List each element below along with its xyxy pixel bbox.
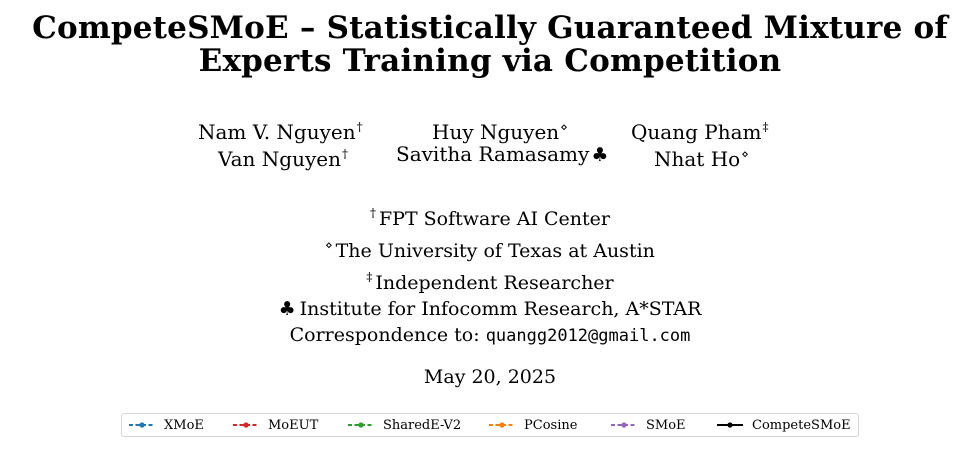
affiliation-text: Institute for Infocomm Research, A*STAR bbox=[299, 298, 702, 320]
author-mark: † bbox=[341, 147, 348, 161]
legend-item-moeut: MoEUT bbox=[232, 414, 318, 436]
affiliation-mark: ⋄ bbox=[325, 238, 333, 252]
author-mark: ‡ bbox=[762, 120, 769, 134]
affiliation-block: † FPT Software AI Center ⋄ The University … bbox=[0, 200, 980, 349]
legend-item-xmoe: XMoE bbox=[128, 414, 204, 436]
affiliation-mark: ‡ bbox=[366, 270, 373, 284]
author-row-2: Van Nguyen† Savitha Ramasamy ♣ Nhat Ho⋄ bbox=[0, 141, 980, 171]
affiliation-ut-austin: ⋄ The University of Texas at Austin bbox=[0, 232, 980, 264]
author-van-nguyen: Van Nguyen† bbox=[218, 141, 348, 173]
correspondence-email[interactable]: quangg2012@gmail.com bbox=[485, 326, 691, 346]
title-line-1: CompeteSMoE – Statistically Guaranteed M… bbox=[32, 10, 948, 46]
paper-date: May 20, 2025 bbox=[423, 366, 557, 388]
legend-item-smoe: SMoE bbox=[610, 414, 686, 436]
legend-line-icon bbox=[233, 422, 259, 428]
affiliation-independent: ‡ Independent Researcher bbox=[0, 264, 980, 296]
legend-line-icon bbox=[717, 422, 743, 428]
paper-title: CompeteSMoE – Statistically Guaranteed M… bbox=[0, 12, 980, 78]
legend-line-icon bbox=[348, 422, 374, 428]
author-nhat-ho: Nhat Ho⋄ bbox=[654, 141, 749, 173]
legend-label: XMoE bbox=[164, 417, 204, 433]
affiliation-i2r: ♣ Institute for Infocomm Research, A*STAR bbox=[0, 296, 980, 322]
author-mark: ⋄ bbox=[741, 147, 749, 161]
legend-label: PCosine bbox=[524, 417, 578, 433]
club-mark: ♣ bbox=[591, 144, 609, 166]
author-name: Savitha Ramasamy bbox=[396, 142, 590, 166]
affiliation-text: FPT Software AI Center bbox=[378, 208, 610, 230]
affiliation-fpt: † FPT Software AI Center bbox=[0, 200, 980, 232]
legend-label: SMoE bbox=[646, 417, 686, 433]
author-mark: † bbox=[356, 120, 363, 134]
author-name: Nam V. Nguyen bbox=[198, 120, 356, 144]
author-mark: ⋄ bbox=[560, 120, 568, 134]
legend-label: CompeteSMoE bbox=[752, 417, 851, 433]
legend-item-pcosine: PCosine bbox=[488, 414, 577, 436]
author-row-1: Nam V. Nguyen† Huy Nguyen⋄ Quang Pham‡ bbox=[0, 114, 980, 144]
legend-line-icon bbox=[489, 422, 515, 428]
legend-line-icon bbox=[611, 422, 637, 428]
author-block: Nam V. Nguyen† Huy Nguyen⋄ Quang Pham‡ V… bbox=[0, 114, 980, 171]
correspondence-line: Correspondence to: quangg2012@gmail.com bbox=[0, 322, 980, 349]
affiliation-mark: † bbox=[369, 206, 376, 220]
author-name: Quang Pham bbox=[631, 120, 762, 144]
author-quang-pham: Quang Pham‡ bbox=[631, 114, 768, 146]
legend-item-competesmoe: CompeteSMoE bbox=[716, 414, 851, 436]
correspondence-label: Correspondence to: bbox=[289, 324, 480, 346]
chart-legend: XMoE MoEUT SharedE-V2 PCosine SMoE Compe… bbox=[121, 413, 859, 437]
author-name: Nhat Ho bbox=[654, 147, 741, 171]
author-savitha-ramasamy: Savitha Ramasamy ♣ bbox=[396, 141, 612, 169]
author-nam-v-nguyen: Nam V. Nguyen† bbox=[198, 114, 363, 146]
legend-item-sharede-v2: SharedE-V2 bbox=[347, 414, 461, 436]
affiliation-text: The University of Texas at Austin bbox=[335, 240, 655, 262]
author-name: Van Nguyen bbox=[218, 147, 341, 171]
legend-line-icon bbox=[129, 422, 155, 428]
author-huy-nguyen: Huy Nguyen⋄ bbox=[432, 114, 568, 146]
legend-label: SharedE-V2 bbox=[383, 417, 462, 433]
legend-label: MoEUT bbox=[268, 417, 319, 433]
club-mark: ♣ bbox=[278, 298, 296, 320]
author-name: Huy Nguyen bbox=[432, 120, 560, 144]
title-line-2: Experts Training via Competition bbox=[198, 43, 782, 79]
affiliation-text: Independent Researcher bbox=[375, 272, 614, 294]
